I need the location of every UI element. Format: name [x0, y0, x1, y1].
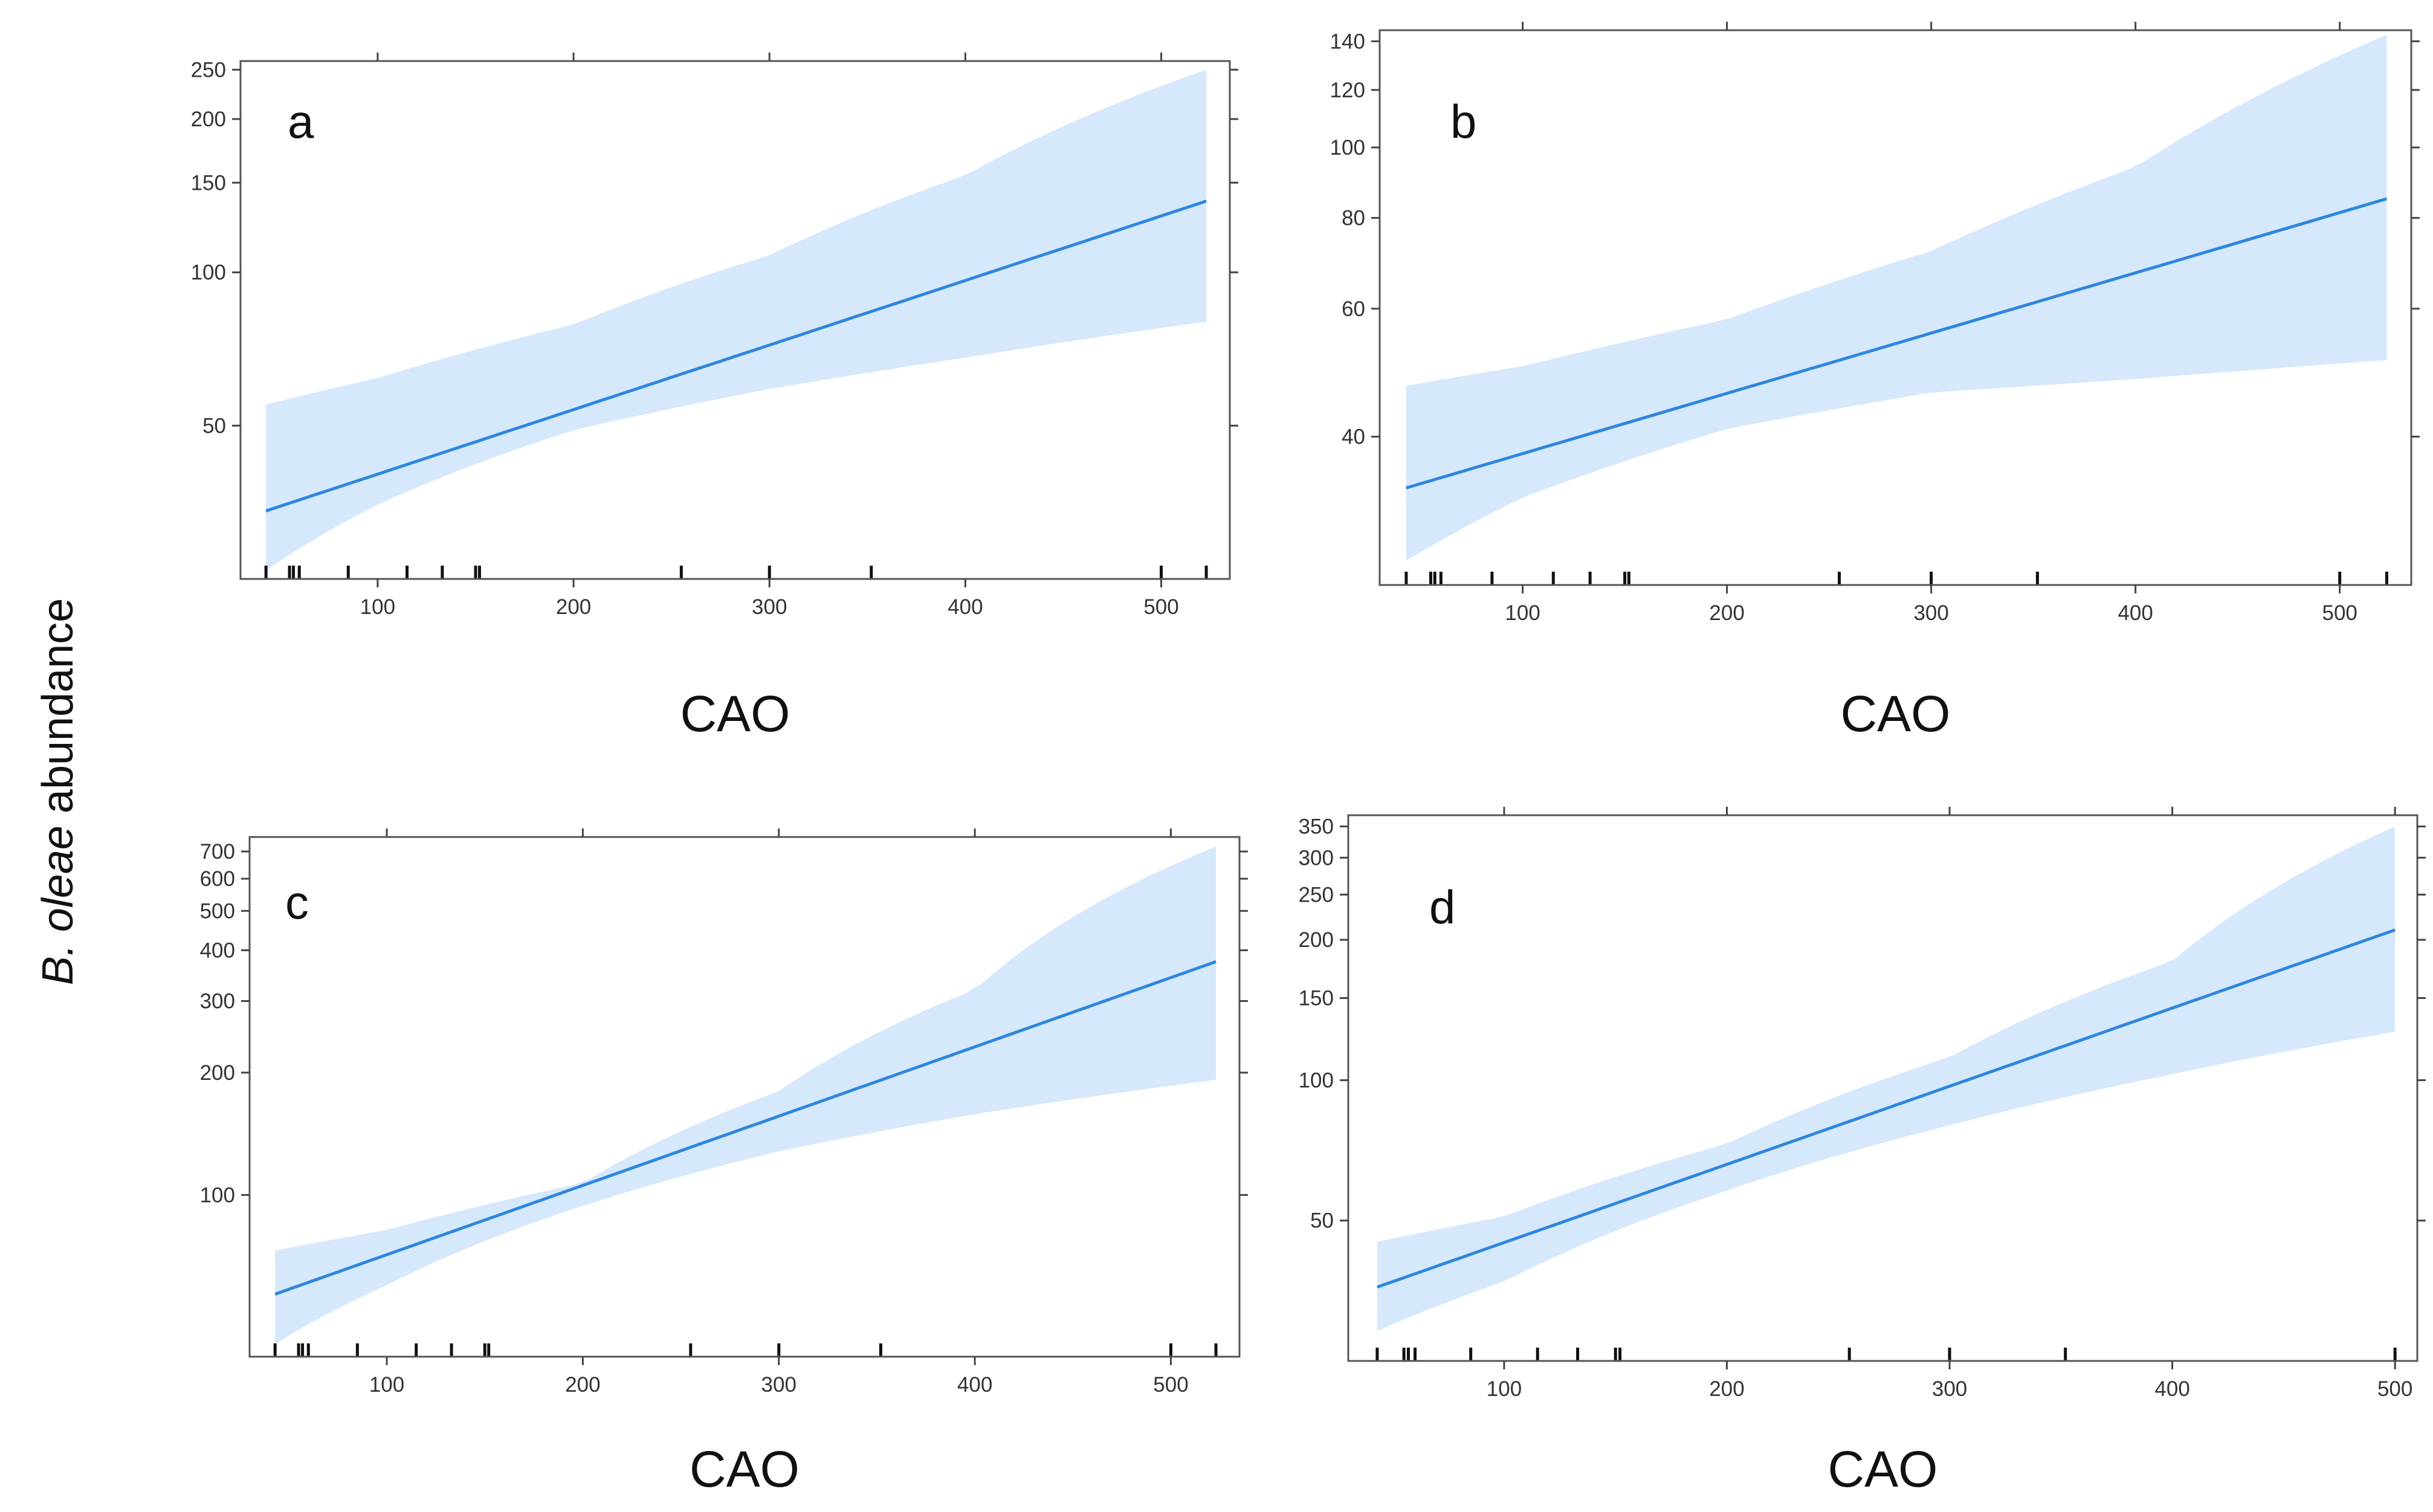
y-tick-label: 140: [1330, 30, 1365, 53]
y-tick-label: 100: [1330, 136, 1365, 160]
panel-letter: a: [288, 95, 314, 148]
y-tick-label: 40: [1342, 425, 1365, 449]
y-tick-label: 150: [191, 171, 226, 195]
y-tick-label: 500: [200, 899, 235, 923]
y-tick-label: 200: [191, 108, 226, 131]
panel-d: 100 200 300 400 500 50 100 150 200 250 300 350 d CAO: [1299, 807, 2426, 1497]
x-tick-label: 400: [2154, 1377, 2189, 1401]
y-tick-label: 100: [191, 261, 226, 285]
panel-letter: c: [285, 876, 309, 929]
y-tick-label: 300: [1299, 846, 1334, 870]
x-tick-label: 200: [1709, 1377, 1744, 1401]
y-tick-label: 600: [200, 867, 235, 891]
y-tick-label: 100: [200, 1183, 235, 1207]
x-axis-label: CAO: [680, 685, 790, 742]
y-tick-label: 400: [200, 939, 235, 962]
confidence-band-d: [1377, 826, 2396, 1331]
x-tick-label: 500: [1153, 1373, 1188, 1397]
x-tick-label: 200: [565, 1373, 600, 1397]
y-axis-label-species: B. oleae: [34, 825, 82, 985]
x-tick-label: 200: [1709, 601, 1744, 625]
y-tick-label: 300: [200, 989, 235, 1013]
x-tick-label: 100: [1505, 601, 1540, 625]
y-tick-label: 250: [1299, 883, 1334, 906]
plot-frame-b: [1378, 29, 2412, 586]
fit-line-d: [1377, 928, 2396, 1289]
fit-line-a: [265, 199, 1207, 512]
confidence-band-b: [1406, 34, 2387, 561]
panel-c: 100 200 300 400 500 100 200 300 400 500 600 700 c CAO: [200, 829, 1248, 1497]
y-tick-label: 80: [1342, 207, 1365, 230]
y-tick-label: 150: [1299, 987, 1334, 1010]
plot-frame-d: [1347, 814, 2418, 1362]
fit-line-b: [1406, 197, 2388, 489]
y-tick-label: 100: [1299, 1068, 1334, 1092]
plot-frame-a: [239, 60, 1231, 580]
y-tick-label: 200: [200, 1061, 235, 1085]
y-tick-label: 700: [200, 840, 235, 864]
confidence-band-a: [266, 69, 1207, 570]
x-axis-label: CAO: [690, 1441, 800, 1497]
x-tick-label: 300: [1932, 1377, 1967, 1401]
x-tick-label: 300: [761, 1373, 796, 1397]
x-axis-label: CAO: [1840, 685, 1950, 742]
panel-letter: d: [1429, 880, 1455, 934]
x-tick-label: 100: [1487, 1377, 1522, 1401]
panels: 100 200 300 400 500 50 100 150 200 250 a CAO 100 200 3…: [191, 22, 2426, 1497]
y-tick-label: 250: [191, 58, 226, 82]
panel-b: 100 200 300 400 500 40 60 80 100 120 140 b CAO: [1330, 22, 2420, 742]
panel-letter: b: [1450, 95, 1476, 148]
x-tick-label: 200: [556, 595, 591, 619]
x-tick-label: 500: [2377, 1377, 2412, 1401]
y-axis-label: B. oleae abundance: [34, 598, 82, 986]
x-tick-label: 400: [2118, 601, 2153, 625]
panel-a: 100 200 300 400 500 50 100 150 200 250 a CAO: [191, 53, 1238, 742]
fit-line-c: [274, 960, 1216, 1296]
y-axis-label-rest: abundance: [34, 598, 82, 825]
x-tick-label: 100: [369, 1373, 404, 1397]
x-tick-label: 300: [752, 595, 787, 619]
x-tick-label: 100: [360, 595, 395, 619]
x-tick-label: 500: [1143, 595, 1178, 619]
x-tick-label: 500: [2322, 601, 2357, 625]
y-tick-label: 200: [1299, 928, 1334, 952]
x-tick-label: 400: [948, 595, 983, 619]
y-tick-label: 50: [1310, 1209, 1334, 1233]
confidence-band-c: [275, 846, 1216, 1344]
y-tick-label: 120: [1330, 79, 1365, 102]
y-tick-label: 350: [1299, 815, 1334, 839]
x-axis-label: CAO: [1827, 1441, 1937, 1497]
y-tick-label: 50: [202, 414, 226, 438]
y-tick-label: 60: [1342, 297, 1365, 321]
x-tick-label: 300: [1913, 601, 1948, 625]
x-tick-label: 400: [957, 1373, 992, 1397]
plot-frame-c: [248, 836, 1241, 1358]
